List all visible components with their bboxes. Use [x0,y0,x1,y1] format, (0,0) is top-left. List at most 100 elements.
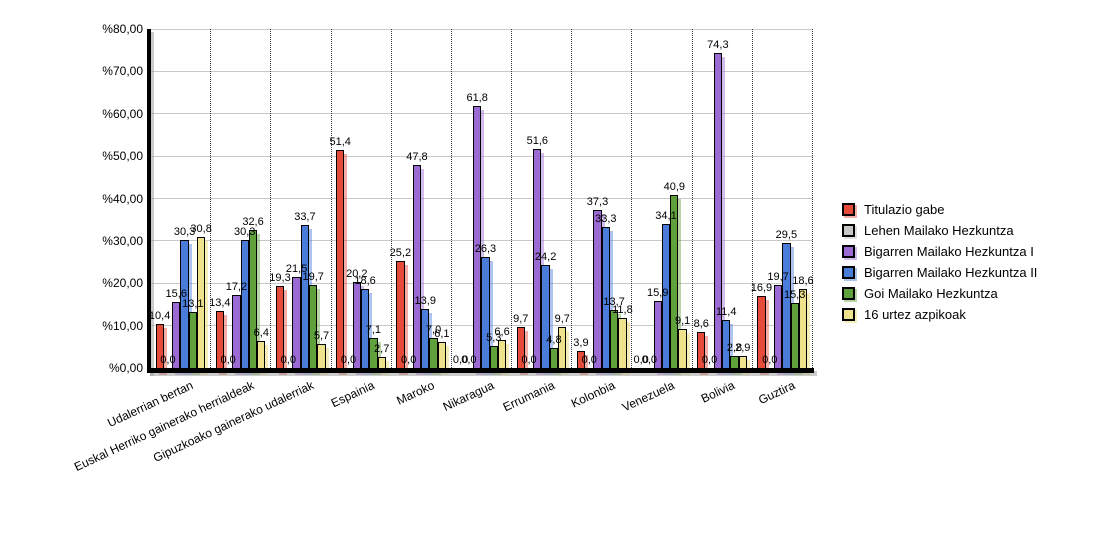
y-axis-tick-label: %50,00 [102,149,143,164]
value-label: 0,0 [762,354,778,366]
x-axis-line [147,368,814,373]
y-axis-line [147,29,151,373]
value-label: 9,7 [513,312,529,325]
bar [429,338,438,371]
group-separator [631,29,633,368]
category-label: Nikaragua [440,378,497,414]
category-label: Espainia [328,378,377,411]
y-gridline [151,198,813,199]
value-label: 13,1 [182,298,204,311]
value-label: 13,9 [414,295,436,308]
legend-swatch [842,287,855,300]
value-label: 40,9 [663,180,686,193]
value-label: 6,1 [434,328,450,341]
value-label: 51,6 [526,135,549,148]
group-separator [511,29,513,368]
legend-label: Lehen Mailako Hezkuntza [864,223,1014,238]
bar [317,343,326,371]
value-label: 5,3 [486,331,502,344]
value-label: 7,1 [365,323,382,336]
value-label: 0,0 [701,354,718,366]
value-label: 21,5 [285,262,308,275]
value-label: 19,7 [302,270,324,283]
value-label: 0,0 [633,354,649,366]
y-axis-tick-label: %10,00 [102,318,143,333]
y-axis-tick-label: %0,00 [108,361,143,375]
value-label: 20,2 [346,268,368,281]
y-gridline [151,70,813,72]
group-separator [390,29,392,368]
value-label: 5,7 [313,329,330,342]
legend-item: Titulazio gabe [842,202,1037,217]
value-label: 0,0 [220,354,236,366]
value-label: 0,0 [461,354,477,366]
legend-swatch [842,245,855,258]
group-separator [812,29,813,368]
value-label: 16,9 [750,282,773,295]
category-label: Venezuela [620,378,678,415]
value-label: 2,7 [374,342,390,355]
category-label: Bolivia [699,378,738,406]
value-label: 30,3 [234,225,256,238]
bar [248,229,258,371]
y-axis-tick-label: %60,00 [102,106,143,121]
legend-item: Goi Mailako Hezkuntza [842,286,1037,301]
category-label: Guztira [756,378,798,408]
value-label: 4,8 [546,333,562,346]
bar [188,312,197,371]
value-label: 37,3 [586,195,609,208]
value-label: 33,7 [294,211,316,224]
value-label: 17,2 [225,281,248,294]
bar [300,225,310,371]
legend-item: Bigarren Mailako Hezkuntza II [842,265,1037,280]
value-label: 2,9 [735,341,751,354]
value-label: 30,3 [173,225,196,238]
value-label: 6,4 [253,326,269,339]
group-separator [691,29,693,368]
bar [713,53,723,371]
y-gridline [151,155,813,157]
value-label: 74,3 [707,39,729,52]
bar [309,284,318,371]
y-axis-tick-label: %70,00 [102,64,143,79]
value-label: 18,6 [354,275,376,288]
value-label: 29,5 [775,228,798,241]
group-separator [751,29,753,368]
value-label: 0,0 [521,354,537,366]
bar [412,165,422,371]
legend-swatch [842,224,855,237]
category-label: Errumania [500,378,557,415]
category-label: Maroko [394,378,437,408]
group-separator [450,29,452,368]
value-label: 3,9 [573,337,589,350]
value-label: 13,4 [209,297,231,310]
value-label: 24,2 [534,251,557,264]
value-label: 2,8 [726,342,743,355]
value-label: 7,0 [425,324,442,337]
legend-swatch [842,266,855,279]
value-label: 25,2 [389,247,412,260]
legend-item: 16 urtez azpikoak [842,307,1037,322]
y-gridline [151,240,813,242]
y-gridline [151,113,813,115]
y-axis-tick-label: %40,00 [102,191,143,206]
group-separator [571,29,573,368]
group-separator [210,29,212,368]
bar [421,309,430,371]
value-label: 9,7 [554,312,570,325]
value-label: 34,1 [655,209,677,222]
value-label: 6,6 [494,326,510,339]
value-label: 0,0 [280,354,296,366]
legend-item: Bigarren Mailako Hezkuntza I [842,244,1037,259]
value-label: 8,6 [693,317,709,330]
y-gridline [151,28,813,30]
value-label: 0,0 [401,354,417,366]
value-label: 13,7 [603,295,625,308]
legend-label: Bigarren Mailako Hezkuntza I [864,244,1034,259]
legend-label: 16 urtez azpikoak [864,307,966,322]
value-label: 61,8 [466,92,488,105]
category-label: Kolonbia [568,378,617,411]
bar [782,242,791,371]
value-label: 18,6 [792,275,814,288]
